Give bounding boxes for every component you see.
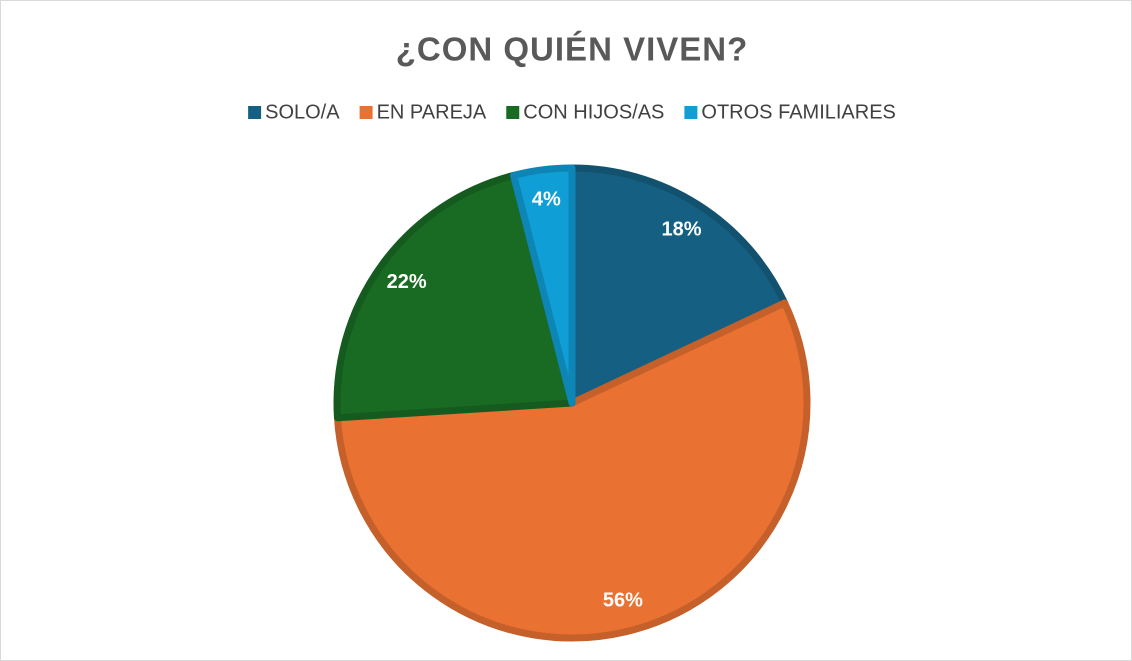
- pie-slice: [333, 299, 811, 642]
- legend-swatch: [248, 106, 262, 119]
- chart-title: ¿CON QUIÉN VIVEN?: [396, 31, 749, 68]
- pie-slice: [568, 164, 789, 407]
- legend-item: CON HIJOS/AS: [506, 101, 664, 123]
- pie-slice: [510, 164, 576, 407]
- data-label: 56%: [603, 589, 643, 611]
- legend-swatch: [684, 106, 698, 119]
- data-label: 18%: [662, 219, 702, 241]
- legend-item: SOLO/A: [248, 101, 340, 123]
- legend-label: EN PAREJA: [377, 101, 487, 123]
- data-label: 4%: [532, 188, 561, 210]
- legend: SOLO/A EN PAREJA CON HIJOS/AS OTROS FAMILIA…: [248, 101, 896, 123]
- legend-label: SOLO/A: [265, 101, 340, 123]
- legend-item: EN PAREJA: [359, 101, 487, 123]
- legend-label: OTROS FAMILIARES: [701, 101, 895, 123]
- data-label: 22%: [387, 271, 427, 293]
- pie-slice: [333, 171, 576, 422]
- legend-swatch: [506, 106, 520, 119]
- legend-item: OTROS FAMILIARES: [684, 101, 896, 123]
- pie: 18% 56% 22% 4%: [333, 164, 811, 642]
- legend-label: CON HIJOS/AS: [523, 101, 664, 123]
- legend-swatch: [359, 106, 373, 119]
